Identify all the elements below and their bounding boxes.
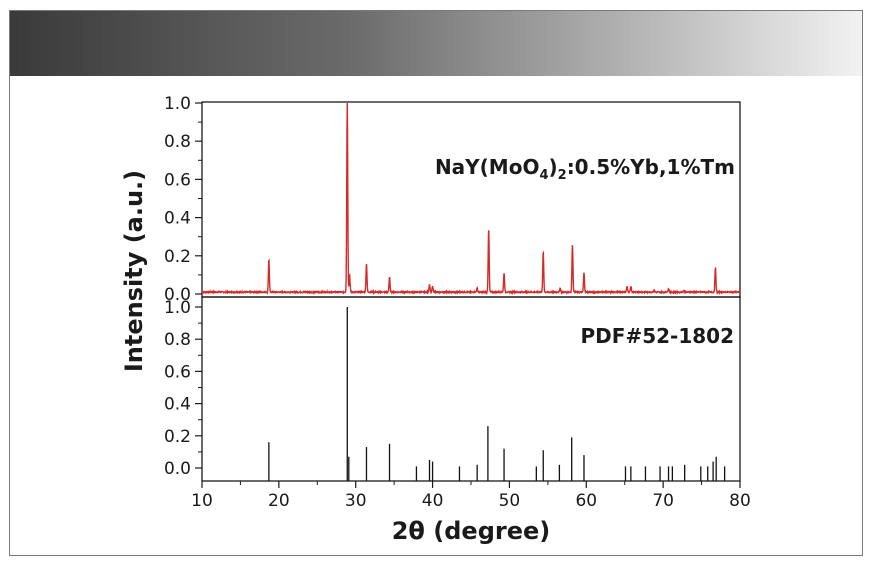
x-tick-label-40: 40 (422, 491, 444, 511)
y-tick-label-p0-1.0: 1.0 (164, 94, 191, 114)
x-tick-label-80: 80 (729, 491, 751, 511)
y-tick-label-p1-0.8: 0.8 (164, 330, 191, 350)
x-axis-title: 2θ (degree) (392, 517, 551, 545)
top-label-main: NaY(MoO (435, 155, 540, 179)
ticks-layer (195, 102, 741, 488)
x-tick-label-70: 70 (652, 491, 674, 511)
top-panel-frame (201, 101, 741, 298)
labels-layer: 10 20 30 40 50 60 70 800.00.20.40.60.81.00.00.2… (164, 94, 751, 511)
x-tick-label-10: 10 (191, 491, 213, 511)
x-tick-label-20: 20 (268, 491, 290, 511)
y-tick-label-p0-0.6: 0.6 (164, 170, 191, 190)
top-label-mid: ) (549, 155, 558, 179)
y-tick-label-p1-0.6: 0.6 (164, 362, 191, 382)
y-tick-label-p1-0.4: 0.4 (164, 395, 191, 415)
y-tick-label-p1-1.0: 1.0 (164, 298, 191, 318)
top-label-sub2: 2 (558, 168, 567, 183)
top-label-tail: :0.5%Yb,1%Tm (567, 155, 735, 179)
bottom-panel-label: PDF#52-1802 (581, 324, 734, 348)
figure-frame (9, 10, 863, 556)
y-tick-label-p1-0.2: 0.2 (164, 427, 191, 447)
y-tick-label-p0-0.4: 0.4 (164, 209, 191, 229)
y-tick-label-p0-0.8: 0.8 (164, 132, 191, 152)
series-layer (201, 102, 741, 481)
header-gradient-bar (10, 11, 862, 76)
y-tick-label-p1-0.0: 0.0 (164, 459, 191, 479)
top-label-sub1: 4 (539, 168, 548, 183)
x-tick-label-60: 60 (575, 491, 597, 511)
sample-pattern-line (201, 102, 741, 296)
top-panel-label: NaY(MoO4)2:0.5%Yb,1%Tm (435, 155, 735, 183)
y-tick-label-p0-0.2: 0.2 (164, 247, 191, 267)
y-axis-title: Intensity (a.u.) (120, 170, 148, 372)
x-tick-label-30: 30 (345, 491, 367, 511)
y-tick-label-p0-0.0: 0.0 (164, 285, 191, 305)
x-tick-label-50: 50 (499, 491, 521, 511)
